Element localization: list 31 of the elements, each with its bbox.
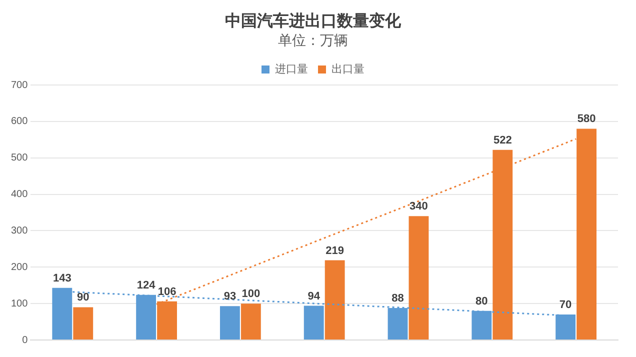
data-label: 124 (136, 279, 156, 292)
data-label: 90 (77, 292, 90, 304)
bar (73, 307, 94, 340)
y-tick-label: 400 (10, 189, 28, 200)
data-label: 143 (52, 272, 72, 284)
data-label: 219 (326, 244, 344, 257)
bar (220, 306, 240, 340)
data-label: 70 (559, 299, 572, 312)
bar (240, 304, 261, 340)
y-tick-label: 100 (10, 298, 28, 310)
data-label: 522 (493, 134, 512, 146)
bar (324, 260, 345, 340)
chart-subtitle: 单位：万辆 (278, 33, 348, 50)
data-label: 100 (242, 288, 260, 300)
y-tick-label: 700 (10, 80, 28, 91)
legend-label: 进口量 (275, 62, 308, 76)
y-tick-label: 200 (10, 262, 28, 273)
chart-title: 中国汽车进出口数量变化 (225, 10, 402, 30)
data-label: 80 (476, 295, 488, 308)
data-label: 93 (224, 290, 236, 303)
legend-label: 出口量 (332, 62, 364, 76)
y-tick-label: 500 (10, 152, 28, 164)
data-label: 88 (392, 292, 404, 304)
bar (408, 216, 429, 340)
data-label: 106 (158, 286, 176, 298)
data-label: 340 (410, 200, 428, 213)
y-tick-label: 300 (10, 225, 28, 236)
data-label: 94 (308, 290, 321, 302)
y-tick-label: 600 (10, 116, 28, 128)
y-tick-label: 0 (22, 334, 28, 346)
data-label: 580 (577, 113, 596, 126)
